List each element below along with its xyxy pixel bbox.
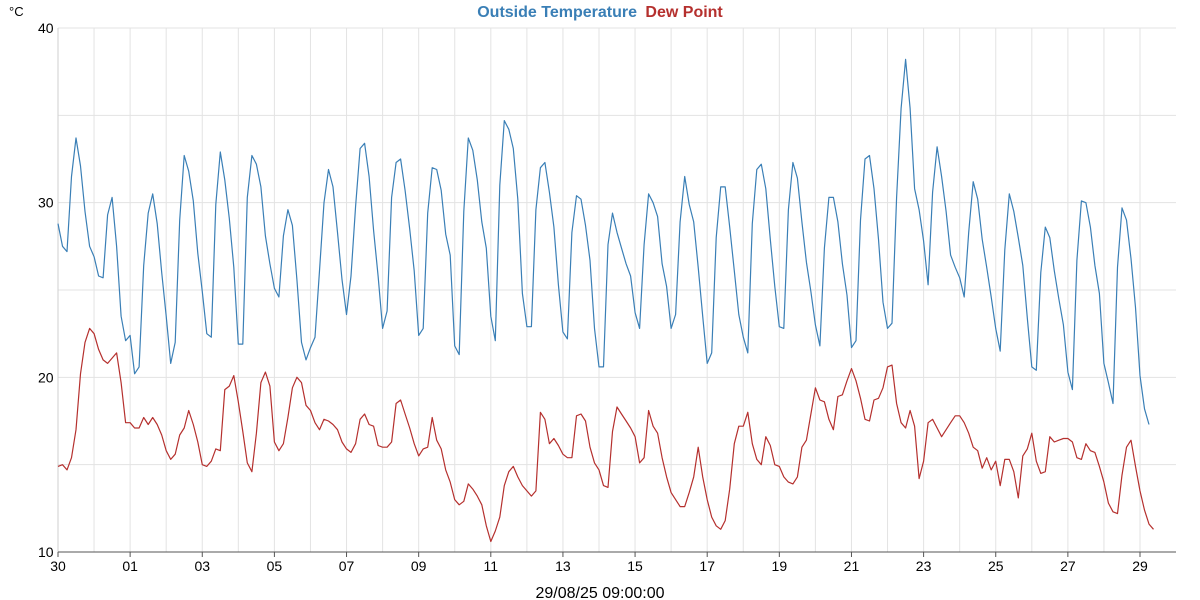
y-axis-ticks: 10 20 30 40	[38, 20, 54, 560]
x-tick-label: 03	[194, 558, 210, 574]
x-tick-label: 11	[484, 558, 499, 574]
title-dew-point: Dew Point	[645, 4, 723, 21]
x-tick-label: 05	[267, 558, 283, 574]
x-tick-label: 27	[1060, 558, 1076, 574]
y-tick-label: 40	[38, 20, 54, 36]
x-tick-label: 19	[772, 558, 788, 574]
chart-title: Outside Temperature Dew Point	[477, 4, 723, 21]
y-tick-label: 20	[38, 369, 54, 385]
title-outside-temperature: Outside Temperature	[477, 4, 637, 21]
x-tick-label: 25	[988, 558, 1004, 574]
x-tick-label: 13	[555, 558, 571, 574]
timestamp-footer: 29/08/25 09:00:00	[535, 585, 664, 600]
dew-point-line	[57, 327, 1154, 543]
outside-temperature-line	[57, 58, 1150, 425]
x-tick-label: 23	[916, 558, 932, 574]
x-tick-label: 30	[50, 558, 66, 574]
x-tick-label: 29	[1132, 558, 1148, 574]
x-tick-label: 01	[122, 558, 138, 574]
x-tick-label: 21	[844, 558, 860, 574]
x-axis-ticks: 30 01 03 05 07 09 11 13 15 17 19 21 23 25 27 29	[50, 552, 1148, 574]
x-tick-label: 07	[339, 558, 355, 574]
y-tick-label: 30	[38, 195, 54, 211]
series-lines	[57, 58, 1154, 543]
y-tick-label: 10	[38, 544, 54, 560]
y-axis-unit: °C	[9, 4, 24, 19]
x-tick-label: 15	[627, 558, 643, 574]
grid-lines	[57, 27, 1176, 553]
x-tick-label: 17	[699, 558, 715, 574]
x-tick-label: 09	[411, 558, 427, 574]
